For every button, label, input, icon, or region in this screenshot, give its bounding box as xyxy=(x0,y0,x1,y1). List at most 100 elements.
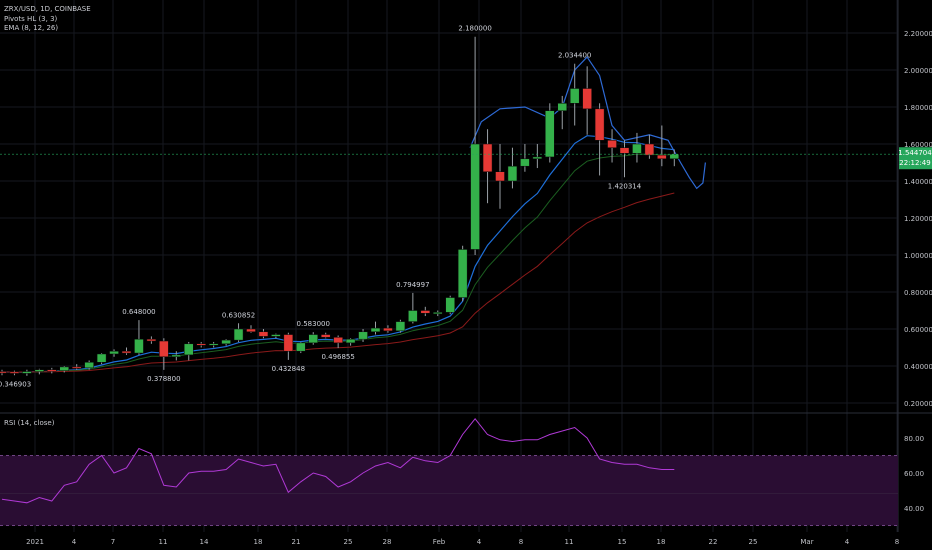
candle-body xyxy=(146,338,157,342)
pivots-indicator-label[interactable]: Pivots HL (3, 3) xyxy=(4,15,58,23)
pivot-label: 1.420314 xyxy=(608,182,642,190)
candle-body xyxy=(569,88,580,104)
candle-body xyxy=(109,350,119,355)
ema-indicator-label[interactable]: EMA (8, 12, 26) xyxy=(4,24,59,32)
candle-body xyxy=(71,366,82,369)
x-tick-label: 22 xyxy=(709,538,718,546)
pivot-label: 0.630852 xyxy=(222,311,255,319)
candle-body xyxy=(171,354,182,357)
candle-body xyxy=(420,310,431,314)
x-tick-label: 18 xyxy=(254,538,263,546)
y-tick-label: 0.800000 xyxy=(904,289,932,297)
candle-body xyxy=(657,154,667,160)
candle-body xyxy=(34,369,45,372)
x-tick-label: 28 xyxy=(383,538,392,546)
rsi-y-tick-label: 40.00 xyxy=(904,505,924,513)
rsi-line xyxy=(1,417,675,504)
candle-body xyxy=(296,342,306,352)
x-tick-label: 4 xyxy=(72,538,77,546)
candle-body xyxy=(632,143,642,154)
candle-body xyxy=(208,343,219,346)
candle-body xyxy=(358,331,368,340)
x-tick-label: Mar xyxy=(800,538,813,546)
pivot-label: 0.794997 xyxy=(396,281,429,289)
candle-body xyxy=(520,158,530,167)
y-tick-label: 2.000000 xyxy=(904,67,932,75)
price-badge-value: 1.544704 xyxy=(898,149,932,157)
candle-body xyxy=(271,334,281,337)
price-badge xyxy=(899,147,932,170)
x-tick-label: 21 xyxy=(292,538,301,546)
pivot-label: 0.583000 xyxy=(297,320,330,328)
candle-body xyxy=(84,362,94,369)
candle-body xyxy=(644,143,655,156)
pivot-envelope-line xyxy=(469,56,706,190)
x-tick-label: 7 xyxy=(111,538,115,546)
pivot-label: 0.496855 xyxy=(321,353,354,361)
candle-body xyxy=(59,366,69,371)
candle-body xyxy=(134,338,144,354)
pivot-label: 2.180000 xyxy=(458,25,491,33)
candle-body xyxy=(258,331,269,337)
x-tick-label: 14 xyxy=(200,538,209,546)
rsi-y-tick-label: 80.00 xyxy=(904,435,924,443)
x-tick-label: 11 xyxy=(159,538,168,546)
x-tick-label: 2021 xyxy=(26,538,44,546)
price-badge-countdown: 22:12:49 xyxy=(899,159,930,167)
candle-body xyxy=(345,338,356,344)
candle-body xyxy=(308,334,318,344)
rsi-band-fill xyxy=(0,455,898,526)
candle-body xyxy=(582,88,592,110)
pivot-label: 2.034400 xyxy=(558,52,591,60)
candle-body xyxy=(669,153,680,160)
candle-body xyxy=(619,147,630,154)
rsi-indicator-label[interactable]: RSI (14, close) xyxy=(4,419,55,427)
x-tick-label: 4 xyxy=(845,538,850,546)
candle-body xyxy=(333,337,343,344)
pivot-label: 0.648000 xyxy=(122,308,155,316)
candle-body xyxy=(283,334,294,352)
x-tick-label: 4 xyxy=(477,538,482,546)
candle-body xyxy=(196,343,206,346)
candle-body xyxy=(482,143,493,172)
candle-body xyxy=(221,339,231,345)
candle-body xyxy=(0,371,7,374)
candle-body xyxy=(607,140,617,148)
candle-body xyxy=(370,327,381,333)
x-tick-label: 25 xyxy=(344,538,353,546)
candle-body xyxy=(457,249,468,298)
pivot-label: 0.346903 xyxy=(0,380,31,388)
candle-body xyxy=(594,108,605,141)
candle-body xyxy=(320,334,331,338)
rsi-y-tick-label: 60.00 xyxy=(904,470,924,478)
candle-body xyxy=(545,110,555,158)
candle-body xyxy=(159,340,169,357)
candle-body xyxy=(408,310,418,322)
pivot-label: 0.432848 xyxy=(272,365,305,373)
x-tick-label: 15 xyxy=(618,538,627,546)
candle-body xyxy=(532,156,543,160)
candle-body xyxy=(495,171,505,182)
candle-body xyxy=(383,327,393,332)
x-tick-label: Feb xyxy=(433,538,446,546)
x-tick-label: 8 xyxy=(519,538,523,546)
candle-body xyxy=(47,369,57,372)
candle-body xyxy=(557,103,567,111)
x-tick-label: 11 xyxy=(565,538,574,546)
candle-body xyxy=(395,321,406,332)
candle-body xyxy=(96,353,107,363)
pivot-label: 0.378800 xyxy=(147,375,180,383)
y-tick-label: 1.800000 xyxy=(904,104,932,112)
symbol-title: ZRX/USD, 1D, COINBASE xyxy=(4,5,91,13)
candle-body xyxy=(470,143,480,250)
x-tick-label: 8 xyxy=(895,538,899,546)
candle-body xyxy=(445,297,455,313)
